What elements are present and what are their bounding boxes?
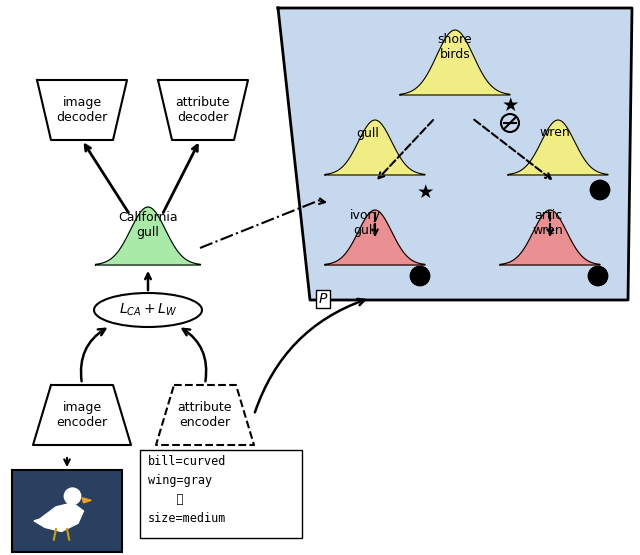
Text: gull: gull (356, 127, 380, 139)
Circle shape (64, 488, 81, 504)
Polygon shape (508, 120, 608, 175)
Ellipse shape (94, 293, 202, 327)
Polygon shape (34, 503, 83, 532)
Text: California
gull: California gull (118, 211, 178, 239)
Polygon shape (325, 210, 425, 265)
Bar (12, 470, 122, 552)
Text: $\mathit{P}$: $\mathit{P}$ (318, 292, 328, 306)
Text: ⊛: ⊛ (412, 269, 428, 287)
Polygon shape (83, 498, 92, 503)
Polygon shape (500, 210, 600, 265)
Polygon shape (278, 8, 632, 300)
Text: shore
birds: shore birds (438, 33, 472, 61)
Text: $L_{CA} + L_W$: $L_{CA} + L_W$ (119, 302, 177, 318)
Polygon shape (400, 30, 510, 95)
Text: ivory
gull: ivory gull (349, 209, 381, 237)
FancyArrowPatch shape (255, 299, 365, 412)
Polygon shape (37, 80, 127, 140)
Polygon shape (325, 120, 425, 175)
Circle shape (591, 181, 609, 199)
Polygon shape (33, 385, 131, 445)
Polygon shape (95, 207, 200, 265)
FancyArrowPatch shape (81, 329, 105, 381)
Text: attribute
decoder: attribute decoder (176, 96, 230, 124)
Bar (140, 450, 302, 538)
FancyArrowPatch shape (183, 329, 206, 381)
Circle shape (589, 267, 607, 285)
Circle shape (411, 267, 429, 285)
Text: ⊛: ⊛ (591, 269, 605, 287)
Text: image
decoder: image decoder (56, 96, 108, 124)
Text: bill=curved
wing=gray
    ⋮
size=medium: bill=curved wing=gray ⋮ size=medium (148, 455, 227, 525)
Text: ★: ★ (501, 95, 519, 114)
Text: ★: ★ (416, 183, 434, 201)
Polygon shape (158, 80, 248, 140)
Text: wren: wren (540, 127, 570, 139)
Polygon shape (156, 385, 254, 445)
Text: attribute
encoder: attribute encoder (178, 401, 232, 429)
Text: ⊛: ⊛ (593, 183, 607, 201)
Text: artic
wren: artic wren (532, 209, 563, 237)
Text: image
encoder: image encoder (56, 401, 108, 429)
